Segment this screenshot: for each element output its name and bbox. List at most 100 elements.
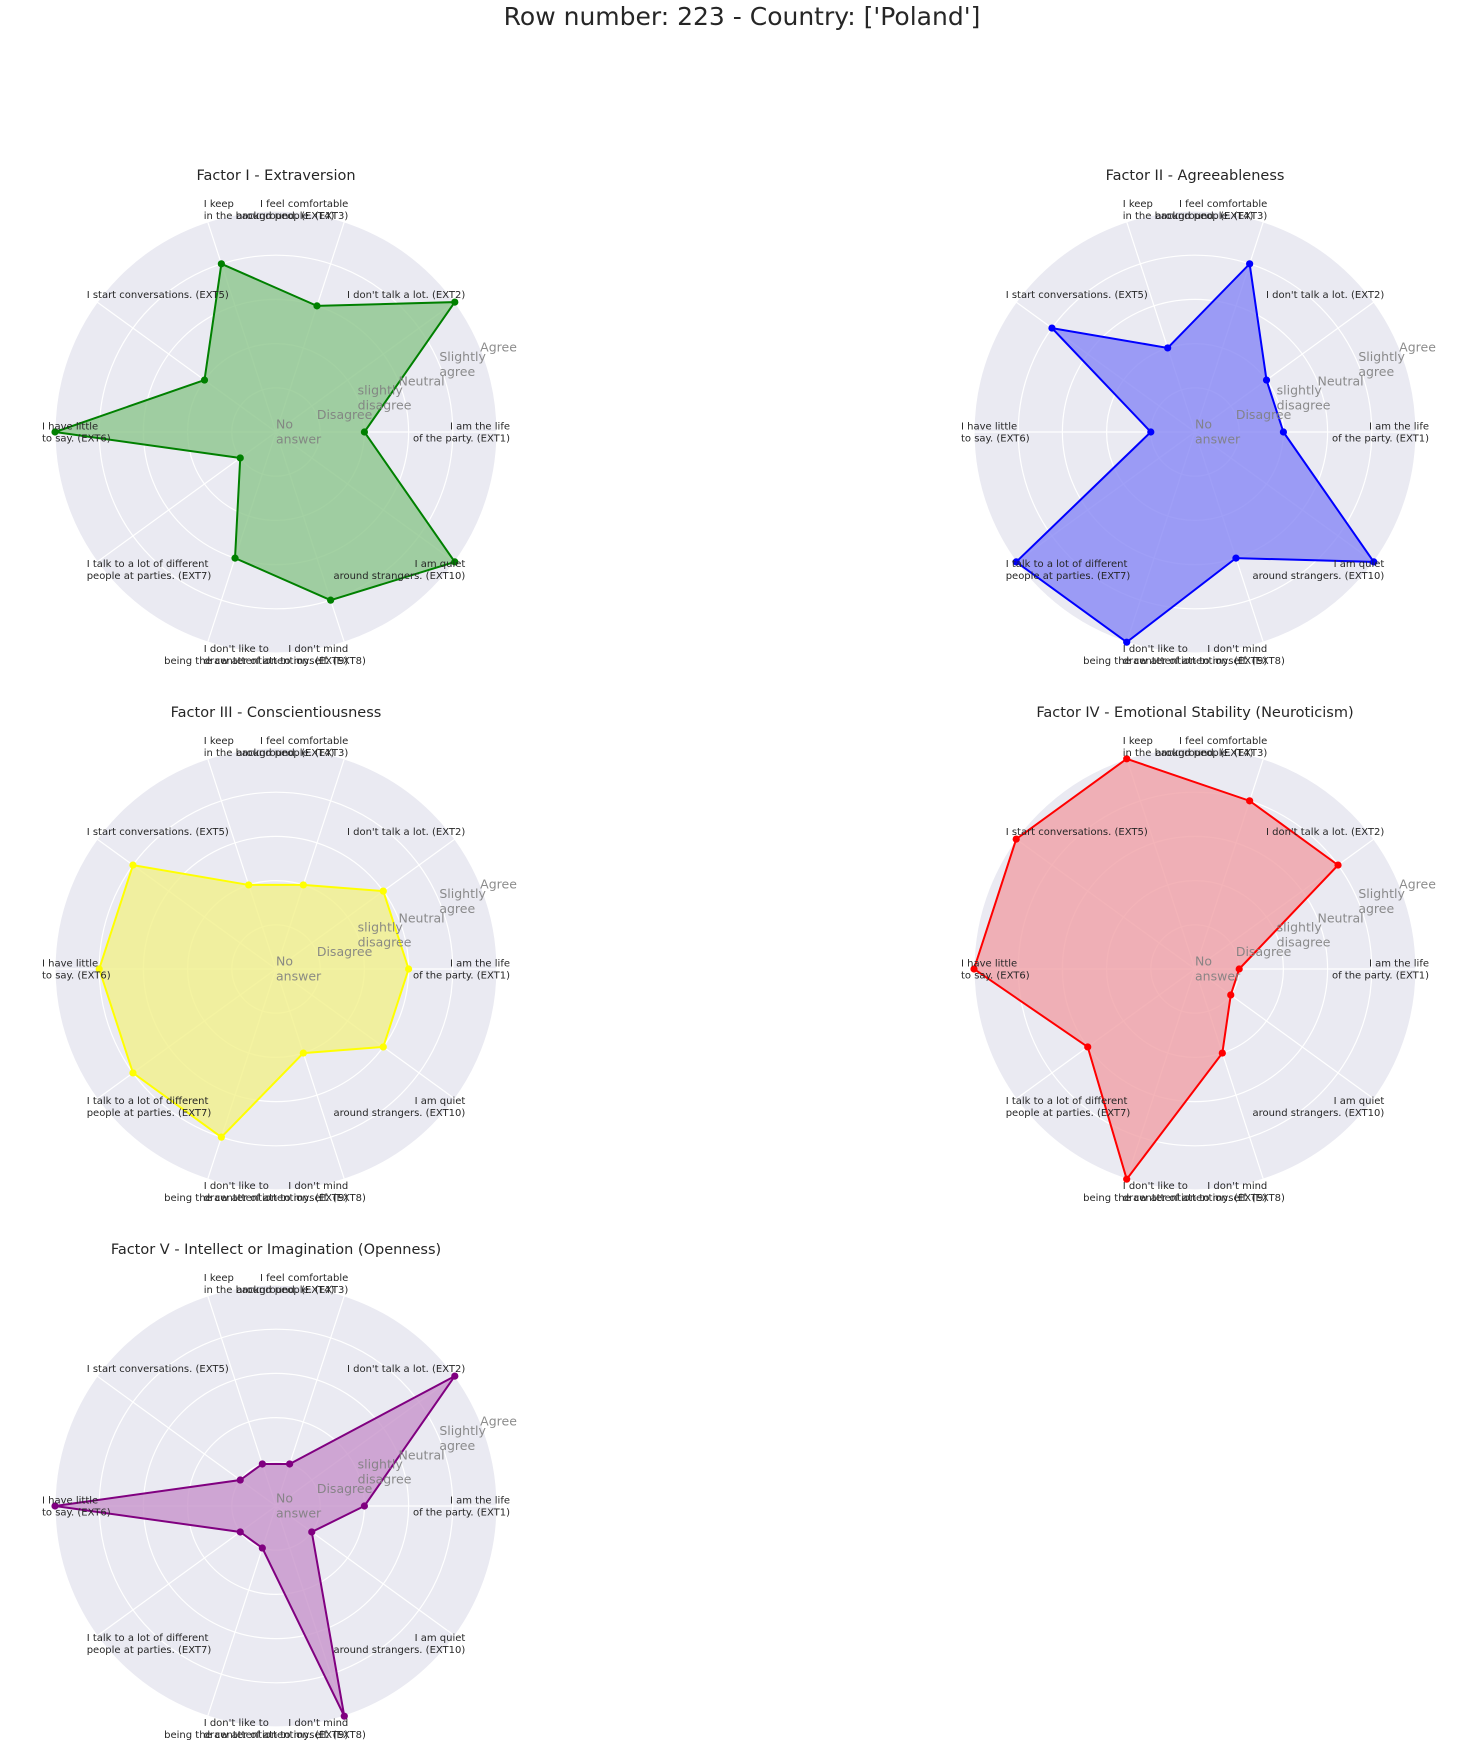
category-label-ext9: I don't mind being the center of attentio… xyxy=(164,1181,348,1204)
category-label-ext6: I have little to say. (EXT6) xyxy=(42,422,111,445)
radial-tick-label: slightly disagree xyxy=(358,920,412,950)
radial-tick-label: Neutral xyxy=(1318,373,1364,388)
data-point-ext6 xyxy=(95,965,103,973)
data-point-ext2 xyxy=(1262,376,1271,384)
category-label-ext10: I am quiet around strangers. (EXT10) xyxy=(333,1096,465,1119)
data-point-ext8 xyxy=(231,554,239,562)
radial-tick-label: slightly disagree xyxy=(358,1457,412,1487)
data-point-ext8 xyxy=(1123,1175,1131,1183)
data-point-ext10 xyxy=(379,1043,387,1051)
radial-tick-label: slightly disagree xyxy=(358,383,412,413)
radial-tick-label: slightly disagree xyxy=(1277,920,1331,950)
category-label-ext6: I have little to say. (EXT6) xyxy=(961,422,1030,445)
data-point-ext5 xyxy=(1048,324,1056,332)
category-label-ext5: I start conversations. (EXT5) xyxy=(1006,290,1148,301)
panel-title: Factor IV - Emotional Stability (Neuroti… xyxy=(1036,705,1353,721)
figure-title: Row number: 223 - Country: ['Poland'] xyxy=(503,2,981,31)
category-label-ext4: I keep in the background. (EXT4) xyxy=(204,1273,335,1296)
category-label-ext7: I talk to a lot of different people at pa… xyxy=(87,559,212,582)
category-label-ext2: I don't talk a lot. (EXT2) xyxy=(347,827,465,838)
radial-tick-label: No answer xyxy=(276,954,322,984)
data-point-ext4 xyxy=(1123,755,1131,763)
data-point-ext7 xyxy=(129,1069,137,1077)
category-label-ext1: I am the life of the party. (EXT1) xyxy=(413,422,510,445)
data-point-ext9 xyxy=(1232,554,1240,562)
data-point-ext10 xyxy=(451,558,459,566)
data-point-ext3 xyxy=(299,881,307,889)
category-label-ext5: I start conversations. (EXT5) xyxy=(1006,827,1148,838)
data-point-ext10 xyxy=(308,1528,316,1536)
data-point-ext2 xyxy=(379,887,387,895)
category-label-ext8: I don't like to draw attention to myself.… xyxy=(1123,644,1285,667)
data-point-ext4 xyxy=(258,1460,266,1468)
radial-tick-label: Neutral xyxy=(399,910,445,925)
category-label-ext10: I am quiet around strangers. (EXT10) xyxy=(333,1633,465,1656)
category-label-ext7: I talk to a lot of different people at pa… xyxy=(87,1633,212,1656)
category-label-ext8: I don't like to draw attention to myself.… xyxy=(204,644,366,667)
radial-tick-label: Slightly agree xyxy=(439,886,486,916)
radial-tick-label: Agree xyxy=(480,876,517,891)
radial-tick-label: Agree xyxy=(1399,339,1436,354)
data-point-ext5 xyxy=(200,376,209,384)
panel-title: Factor III - Conscientiousness xyxy=(171,705,382,721)
radial-tick-label: Slightly agree xyxy=(439,349,486,379)
data-point-ext8 xyxy=(1123,638,1131,646)
category-label-ext10: I am quiet around strangers. (EXT10) xyxy=(333,559,465,582)
radial-tick-label: Agree xyxy=(480,1413,517,1428)
category-label-ext9: I don't mind being the center of attentio… xyxy=(164,644,348,667)
panel-title: Factor V - Intellect or Imagination (Ope… xyxy=(111,1242,441,1258)
panel-title: Factor I - Extraversion xyxy=(196,168,355,184)
category-label-ext2: I don't talk a lot. (EXT2) xyxy=(347,290,465,301)
data-point-ext5 xyxy=(236,1476,244,1484)
category-label-ext3: I feel comfortable around people. (EXT3) xyxy=(1155,736,1267,759)
data-point-ext2 xyxy=(451,1372,459,1380)
category-label-ext8: I don't like to draw attention to myself.… xyxy=(204,1718,366,1741)
data-point-ext6 xyxy=(1147,428,1155,436)
radial-tick-label: Disagree xyxy=(317,944,373,959)
radial-tick-label: Neutral xyxy=(399,1447,445,1462)
radial-tick-label: Neutral xyxy=(1318,910,1364,925)
category-label-ext4: I keep in the background. (EXT4) xyxy=(1123,736,1254,759)
data-point-ext7 xyxy=(1084,1043,1092,1051)
data-point-ext3 xyxy=(286,1460,294,1468)
category-label-ext6: I have little to say. (EXT6) xyxy=(961,959,1030,982)
radial-tick-label: slightly disagree xyxy=(1277,383,1331,413)
category-label-ext7: I talk to a lot of different people at pa… xyxy=(87,1096,212,1119)
data-point-ext2 xyxy=(451,298,459,306)
category-label-ext2: I don't talk a lot. (EXT2) xyxy=(1266,290,1384,301)
radial-tick-label: Slightly agree xyxy=(1358,349,1405,379)
radial-tick-label: Disagree xyxy=(317,407,373,422)
radial-tick-label: No answer xyxy=(1195,417,1241,447)
category-label-ext9: I don't mind being the center of attentio… xyxy=(1083,1181,1267,1204)
radial-tick-label: Neutral xyxy=(399,373,445,388)
data-point-ext3 xyxy=(1246,797,1254,805)
radial-tick-label: No answer xyxy=(276,417,322,447)
category-label-ext5: I start conversations. (EXT5) xyxy=(87,290,229,301)
data-point-ext4 xyxy=(245,881,253,889)
radial-tick-label: No answer xyxy=(276,1491,322,1521)
data-point-ext5 xyxy=(1012,835,1020,843)
data-point-ext10 xyxy=(1227,991,1235,999)
data-point-ext6 xyxy=(51,428,59,436)
category-label-ext1: I am the life of the party. (EXT1) xyxy=(413,959,510,982)
data-point-ext2 xyxy=(1334,861,1342,869)
data-point-ext9 xyxy=(327,596,335,604)
radial-tick-label: Agree xyxy=(480,339,517,354)
category-label-ext1: I am the life of the party. (EXT1) xyxy=(413,1496,510,1519)
category-label-ext5: I start conversations. (EXT5) xyxy=(87,827,229,838)
category-label-ext1: I am the life of the party. (EXT1) xyxy=(1332,422,1429,445)
category-label-ext4: I keep in the background. (EXT4) xyxy=(204,199,335,222)
radial-tick-label: Slightly agree xyxy=(439,1423,486,1453)
data-point-ext1 xyxy=(405,965,413,973)
data-point-ext6 xyxy=(51,1502,59,1510)
data-point-ext3 xyxy=(1246,260,1254,268)
category-label-ext10: I am quiet around strangers. (EXT10) xyxy=(1252,1096,1384,1119)
category-label-ext7: I talk to a lot of different people at pa… xyxy=(1006,1096,1131,1119)
category-label-ext9: I don't mind being the center of attentio… xyxy=(164,1718,348,1741)
